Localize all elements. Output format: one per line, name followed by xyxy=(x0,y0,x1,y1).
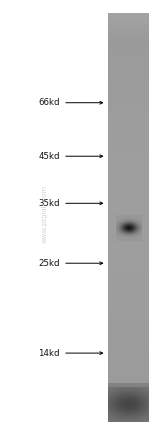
Text: 45kd: 45kd xyxy=(39,152,60,161)
Text: 66kd: 66kd xyxy=(39,98,60,107)
Text: www.ptglab.com: www.ptglab.com xyxy=(42,185,48,243)
Text: 35kd: 35kd xyxy=(39,199,60,208)
Text: 14kd: 14kd xyxy=(39,348,60,358)
Text: 25kd: 25kd xyxy=(39,259,60,268)
